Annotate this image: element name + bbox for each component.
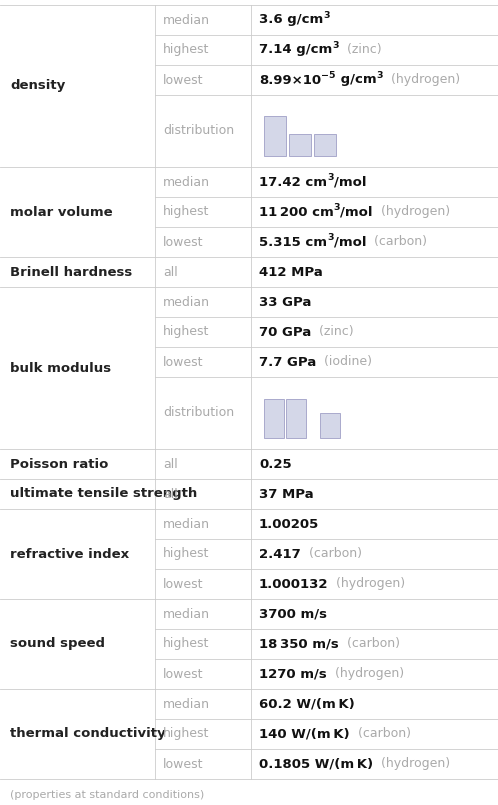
Text: 70 GPa: 70 GPa — [259, 325, 311, 338]
Text: 0.25: 0.25 — [259, 457, 292, 470]
Text: (hydrogen): (hydrogen) — [327, 667, 404, 680]
Text: 17.42 cm: 17.42 cm — [259, 175, 327, 188]
Text: 140 W/(m K): 140 W/(m K) — [259, 728, 350, 741]
Text: sound speed: sound speed — [10, 638, 105, 650]
Text: (zinc): (zinc) — [311, 325, 354, 338]
Text: median: median — [163, 518, 210, 530]
Text: 1.000132: 1.000132 — [259, 577, 329, 591]
Text: /mol: /mol — [334, 175, 366, 188]
Text: lowest: lowest — [163, 236, 204, 249]
Text: molar volume: molar volume — [10, 205, 113, 218]
Text: (carbon): (carbon) — [339, 638, 400, 650]
Text: all: all — [163, 488, 178, 501]
Text: (iodine): (iodine) — [316, 356, 372, 369]
Bar — [314, 134, 336, 156]
Text: lowest: lowest — [163, 356, 204, 369]
Text: 3700 m/s: 3700 m/s — [259, 608, 327, 621]
Text: 0.1805 W/(m K): 0.1805 W/(m K) — [259, 758, 373, 770]
Text: all: all — [163, 457, 178, 470]
Text: (hydrogen): (hydrogen) — [383, 73, 460, 86]
Text: 1.00205: 1.00205 — [259, 518, 319, 530]
Text: 3.6 g/cm: 3.6 g/cm — [259, 14, 323, 27]
Text: 8.99×10: 8.99×10 — [259, 73, 321, 86]
Text: distribution: distribution — [163, 407, 234, 419]
Text: 3: 3 — [376, 71, 383, 80]
Text: 5.315 cm: 5.315 cm — [259, 236, 327, 249]
Text: lowest: lowest — [163, 73, 204, 86]
Text: density: density — [10, 80, 65, 93]
Text: 33 GPa: 33 GPa — [259, 295, 311, 308]
Bar — [320, 413, 340, 438]
Text: /mol: /mol — [334, 236, 366, 249]
Text: median: median — [163, 295, 210, 308]
Text: highest: highest — [163, 728, 209, 741]
Text: all: all — [163, 266, 178, 279]
Text: 11 200 cm: 11 200 cm — [259, 205, 334, 218]
Text: /mol: /mol — [340, 205, 373, 218]
Text: (carbon): (carbon) — [350, 728, 411, 741]
Text: 2.417: 2.417 — [259, 547, 301, 560]
Text: median: median — [163, 14, 210, 27]
Text: (zinc): (zinc) — [339, 43, 381, 56]
Text: highest: highest — [163, 547, 209, 560]
Text: lowest: lowest — [163, 758, 204, 770]
Bar — [264, 116, 286, 156]
Text: 7.7 GPa: 7.7 GPa — [259, 356, 316, 369]
Text: highest: highest — [163, 43, 209, 56]
Text: (carbon): (carbon) — [301, 547, 362, 560]
Text: median: median — [163, 175, 210, 188]
Text: (hydrogen): (hydrogen) — [329, 577, 406, 591]
Text: median: median — [163, 697, 210, 711]
Text: refractive index: refractive index — [10, 547, 129, 560]
Text: (carbon): (carbon) — [366, 236, 427, 249]
Text: lowest: lowest — [163, 667, 204, 680]
Bar — [286, 398, 306, 438]
Text: highest: highest — [163, 638, 209, 650]
Text: 412 MPa: 412 MPa — [259, 266, 323, 279]
Text: bulk modulus: bulk modulus — [10, 361, 111, 374]
Text: highest: highest — [163, 205, 209, 218]
Text: 1270 m/s: 1270 m/s — [259, 667, 327, 680]
Text: 18 350 m/s: 18 350 m/s — [259, 638, 339, 650]
Text: thermal conductivity: thermal conductivity — [10, 728, 166, 741]
Text: median: median — [163, 608, 210, 621]
Text: Brinell hardness: Brinell hardness — [10, 266, 132, 279]
Text: 3: 3 — [334, 203, 340, 212]
Text: −5: −5 — [321, 71, 336, 80]
Text: (hydrogen): (hydrogen) — [373, 758, 450, 770]
Bar — [289, 134, 311, 156]
Text: 37 MPa: 37 MPa — [259, 488, 314, 501]
Text: ultimate tensile strength: ultimate tensile strength — [10, 488, 197, 501]
Text: highest: highest — [163, 325, 209, 338]
Text: 60.2 W/(m K): 60.2 W/(m K) — [259, 697, 355, 711]
Text: Poisson ratio: Poisson ratio — [10, 457, 109, 470]
Text: 3: 3 — [323, 10, 330, 19]
Text: (properties at standard conditions): (properties at standard conditions) — [10, 790, 204, 800]
Bar — [264, 398, 284, 438]
Text: lowest: lowest — [163, 577, 204, 591]
Text: 3: 3 — [327, 233, 334, 242]
Text: g/cm: g/cm — [336, 73, 376, 86]
Text: (hydrogen): (hydrogen) — [373, 205, 450, 218]
Text: distribution: distribution — [163, 125, 234, 138]
Text: 3: 3 — [332, 40, 339, 49]
Text: 3: 3 — [327, 172, 334, 181]
Text: 7.14 g/cm: 7.14 g/cm — [259, 43, 332, 56]
